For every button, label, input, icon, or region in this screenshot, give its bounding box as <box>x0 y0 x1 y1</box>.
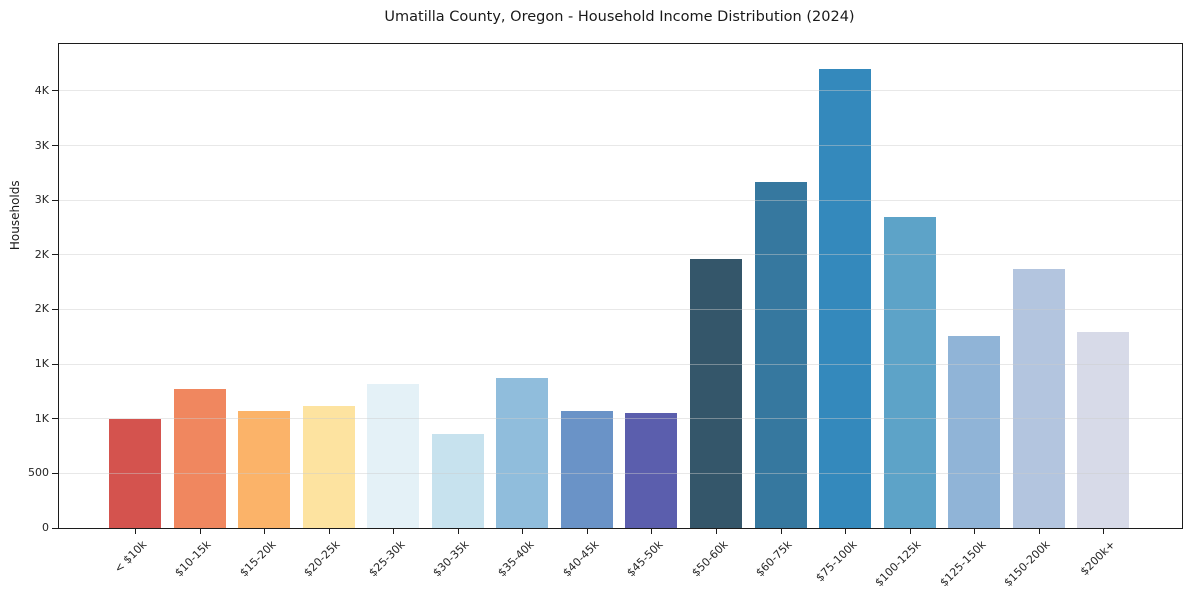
x-tick-label-$100-125k: $100-125k <box>872 538 924 590</box>
bar-$35-40k <box>496 378 549 528</box>
y-tick-mark <box>52 418 58 420</box>
y-tick-mark <box>52 527 58 529</box>
gridline-4K <box>59 90 1182 92</box>
x-tick-mark <box>393 529 395 534</box>
y-tick-label: 3K <box>34 193 49 207</box>
gridline-500 <box>59 472 1182 474</box>
bar-< $10k <box>109 418 161 528</box>
bar-$200k+ <box>1077 331 1130 528</box>
bar-$150-200k <box>1012 268 1065 528</box>
y-tick-mark <box>52 145 58 147</box>
y-tick-label: 0 <box>42 521 49 534</box>
x-tick-mark <box>586 529 588 534</box>
y-tick-mark <box>52 254 58 256</box>
gridline-2K <box>59 308 1182 310</box>
bar-$25-30k <box>367 383 420 528</box>
plot-area: 0 500 1K 1K 2K 2K 3K 3K 4K < $10k $10-15k $15-20k $2… <box>28 43 1183 589</box>
x-tick-mark <box>1103 529 1105 534</box>
gridline-3K <box>59 145 1182 147</box>
x-tick-label-$125-150k: $125-150k <box>937 538 989 590</box>
gridline-1K <box>59 418 1182 420</box>
x-tick-mark <box>974 529 976 534</box>
x-tick-mark <box>1038 529 1040 534</box>
x-tick-mark <box>845 529 847 534</box>
x-tick-label-$50-60k: $50-60k <box>688 538 731 580</box>
x-tick-mark <box>328 529 330 534</box>
y-tick-label: 1K <box>34 357 49 371</box>
bar-$15-20k <box>238 411 291 528</box>
x-tick-label-$25-30k: $25-30k <box>366 538 408 580</box>
x-tick-label-$75-100k: $75-100k <box>813 538 860 585</box>
x-tick-mark <box>457 529 459 534</box>
bar-$100-125k <box>883 216 936 528</box>
x-tick-label-$30-35k: $30-35k <box>430 538 472 580</box>
y-tick-mark <box>52 90 58 92</box>
bar-$40-45k <box>560 410 613 528</box>
bar-$30-35k <box>431 434 484 528</box>
x-tick-label-< $10k: < $10k <box>111 538 150 576</box>
x-tick-mark <box>715 529 717 534</box>
x-tick-label-$200k+: $200k+ <box>1077 538 1118 579</box>
x-tick-label-$150-200k: $150-200k <box>1001 538 1053 590</box>
x-tick-mark <box>522 529 524 534</box>
y-tick-label: 1K <box>34 411 49 425</box>
x-tick-mark <box>909 529 911 534</box>
gridline-1K <box>59 363 1182 365</box>
x-tick-label-$35-40k: $35-40k <box>495 538 537 580</box>
bar-$60-75k <box>754 182 807 528</box>
bar-$75-100k <box>819 69 872 528</box>
x-tick-mark <box>264 529 266 534</box>
y-tick-label: 2K <box>34 302 49 316</box>
x-tick-label-$60-75k: $60-75k <box>753 538 795 580</box>
x-tick-label-$20-25k: $20-25k <box>301 538 343 580</box>
gridline-3K <box>59 199 1182 201</box>
x-tick-label-$40-45k: $40-45k <box>559 538 602 580</box>
bar-$125-150k <box>948 336 1001 528</box>
bar-$45-50k <box>625 412 678 528</box>
x-tick-mark <box>651 529 653 534</box>
y-tick-label: 500 <box>28 466 49 480</box>
bar-$20-25k <box>302 405 355 528</box>
y-tick-label: 3K <box>34 138 49 152</box>
x-tick-mark <box>780 529 782 534</box>
gridline-2K <box>59 254 1182 256</box>
bar-$50-60k <box>689 258 742 528</box>
x-tick-label-$45-50k: $45-50k <box>624 538 666 580</box>
y-tick-mark <box>52 472 58 474</box>
y-axis-label: Households <box>8 180 22 251</box>
x-tick-mark <box>199 529 201 534</box>
x-tick-label-$15-20k: $15-20k <box>237 538 279 580</box>
bar-$10-15k <box>173 389 226 528</box>
x-tick-label-$10-15k: $10-15k <box>172 538 214 580</box>
y-tick-mark <box>52 363 58 365</box>
y-tick-label: 4K <box>34 83 49 97</box>
y-tick-mark <box>52 199 58 201</box>
y-tick-mark <box>52 308 58 310</box>
y-tick-label: 2K <box>34 247 49 261</box>
chart-title: Umatilla County, Oregon - Household Inco… <box>384 9 855 25</box>
x-tick-mark <box>135 529 136 534</box>
